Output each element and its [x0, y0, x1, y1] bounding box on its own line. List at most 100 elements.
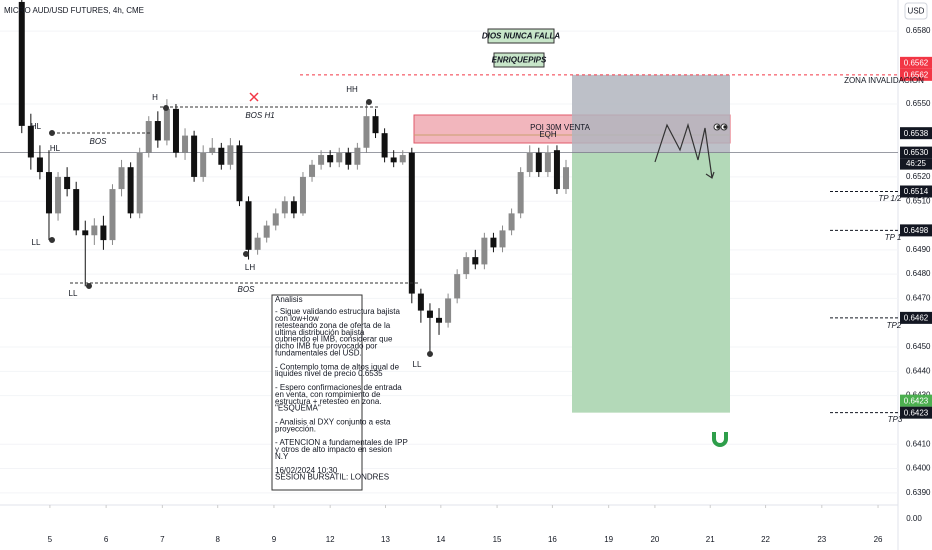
y-tick-label: 0.6440 [906, 366, 931, 375]
candle-body [299, 176, 306, 214]
candle-body [553, 150, 560, 190]
currency: USD [908, 7, 925, 16]
candle-body [563, 167, 570, 190]
swing-dot [86, 283, 92, 289]
candle-body [73, 189, 80, 231]
candle-body [154, 121, 161, 141]
candle-body [417, 293, 424, 311]
annotation: TP3 [888, 415, 903, 424]
candle-body [526, 152, 533, 173]
x-tick-label: 5 [48, 535, 53, 544]
y-tick-label: 0.6390 [906, 488, 931, 497]
price-label-box [900, 146, 932, 159]
note-line: - Sigue validando estructura bajista [275, 307, 401, 316]
x-tick-label: 8 [215, 535, 220, 544]
zigzag-projection [654, 122, 715, 179]
price-label: 0.6538 [904, 129, 929, 138]
annotation: BOS [238, 285, 256, 294]
extra-axis-label: 0.00 [906, 514, 922, 523]
candle-body [64, 176, 71, 190]
note-line: con low+low [275, 314, 319, 323]
annotation: HH [346, 85, 358, 94]
candle-body [182, 135, 189, 153]
y-tick-label: 0.6480 [906, 269, 931, 278]
candle-body [200, 152, 207, 177]
candle-body [309, 164, 316, 177]
y-tick-label: 0.6580 [906, 26, 931, 35]
candle-body [544, 152, 551, 173]
candle-body [191, 135, 198, 177]
note-line: proyección. [275, 424, 316, 433]
y-tick-label: 0.6400 [906, 464, 931, 473]
candle-body [18, 1, 25, 126]
note-line: en venta, con rompimiento de [275, 390, 381, 399]
x-tick-label: 19 [604, 535, 613, 544]
candle-body [481, 237, 488, 265]
candle-body [318, 155, 325, 165]
candle-body [517, 172, 524, 214]
candle-body [454, 274, 461, 299]
candle-body [100, 225, 107, 241]
annotation: H [152, 93, 158, 102]
note-line: cubriendo el IMB, considerar que [275, 335, 393, 344]
candle-body [272, 213, 279, 226]
price-label: 0.6423 [904, 396, 929, 405]
candle-body [490, 237, 497, 248]
annotation: HL [31, 122, 42, 131]
swing-dot [243, 251, 249, 257]
candle-body [82, 230, 89, 236]
candle-body [172, 108, 179, 153]
countdown-box [900, 158, 932, 170]
price-label: 0.6562 [904, 70, 929, 79]
candle-body [163, 108, 170, 141]
x-tick-label: 13 [381, 535, 390, 544]
x-tick-label: 22 [761, 535, 770, 544]
candle-body [218, 147, 225, 165]
candle-body [55, 176, 62, 214]
note-line: ultima distribución bajista [275, 328, 365, 337]
note-line: - Contemplo toma de altos igual de [275, 362, 400, 371]
x-tick-label: 21 [706, 535, 715, 544]
candle-body [236, 145, 243, 202]
y-tick-label: 0.6490 [906, 245, 931, 254]
candle-body [472, 257, 479, 265]
note-line: - Espero confirmaciones de entrada [275, 383, 402, 392]
candle-body [463, 257, 470, 275]
drawings [49, 92, 728, 447]
annotation: ZONA INVALIDACION [844, 76, 924, 85]
x-tick-label: 15 [493, 535, 502, 544]
candle-body [345, 152, 352, 165]
countdown: 46:25 [906, 159, 927, 168]
note-line: estructura + retesteo en zona. [275, 397, 382, 406]
y-tick-label: 0.6520 [906, 172, 931, 181]
swing-dot [49, 237, 55, 243]
x-tick-label: 20 [650, 535, 659, 544]
note-line: - Analisis al DXY conjunto a esta [275, 418, 391, 427]
note-line: y otros de alto impacto en sesion [275, 445, 392, 454]
x-tick-label: 7 [160, 535, 165, 544]
x-mark [249, 92, 259, 102]
price-label: 0.6498 [904, 226, 929, 235]
x-tick-label: 26 [874, 535, 883, 544]
x-tick-label: 12 [326, 535, 335, 544]
risk-zone [572, 74, 730, 153]
candle-body [290, 201, 297, 214]
banner-box [487, 28, 555, 44]
x-tick-label: 23 [817, 535, 826, 544]
candle-body [281, 201, 288, 214]
candle-body [91, 225, 98, 236]
x-tick-label: 16 [548, 535, 557, 544]
price-label-box [900, 68, 932, 81]
currency-box [904, 2, 928, 20]
candle-body [372, 116, 379, 134]
candle-body [535, 152, 542, 173]
y-tick-label: 0.6550 [906, 99, 931, 108]
annotation: LL [32, 238, 41, 247]
y-tick-label: 0.6510 [906, 196, 931, 205]
note-line: retesteando zona de oferta de la [275, 321, 391, 330]
plot [18, 0, 570, 355]
x-tick-label: 14 [436, 535, 445, 544]
candle-body [327, 155, 334, 163]
annotation: BOS [90, 137, 108, 146]
